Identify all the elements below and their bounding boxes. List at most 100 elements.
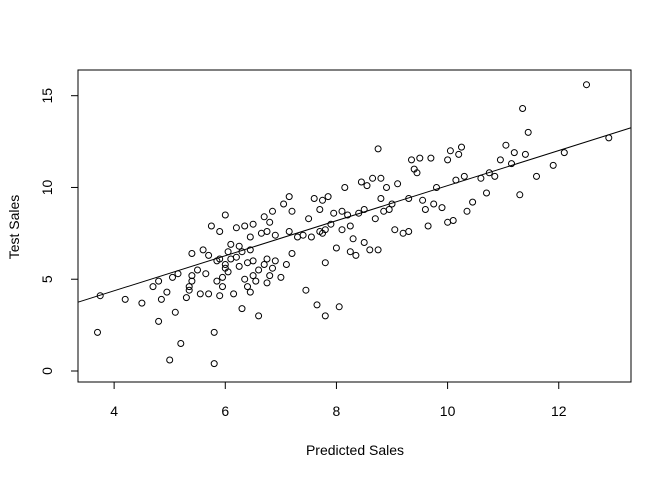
- x-tick-label: 12: [551, 403, 567, 419]
- data-point: [241, 275, 249, 283]
- data-point: [433, 184, 440, 191]
- y-axis-label: Test Sales: [6, 195, 22, 260]
- data-point: [244, 283, 251, 291]
- data-point: [246, 288, 254, 296]
- data-point: [366, 246, 374, 254]
- data-point: [252, 277, 260, 285]
- data-point: [255, 312, 263, 320]
- data-point: [246, 233, 254, 241]
- data-point: [421, 206, 429, 213]
- data-point: [149, 283, 157, 291]
- data-point: [213, 277, 221, 285]
- data-point: [460, 172, 468, 180]
- data-point: [321, 312, 329, 320]
- data-point: [583, 81, 590, 89]
- data-point: [188, 272, 196, 280]
- data-point: [157, 295, 165, 303]
- data-point: [399, 229, 407, 237]
- data-point: [338, 226, 346, 234]
- data-point: [305, 215, 313, 223]
- data-point: [458, 143, 465, 151]
- data-point: [391, 226, 399, 234]
- data-point: [549, 161, 557, 169]
- data-point: [246, 246, 254, 254]
- data-point: [449, 217, 457, 224]
- data-point: [335, 303, 343, 311]
- data-point: [235, 262, 243, 270]
- data-point: [508, 160, 515, 168]
- data-point: [330, 209, 338, 217]
- data-point: [502, 141, 510, 149]
- data-point: [446, 147, 454, 155]
- data-point: [344, 211, 352, 219]
- data-point: [177, 340, 185, 347]
- y-axis: 0 5 10 15: [39, 88, 79, 375]
- data-point: [491, 172, 499, 180]
- data-point: [377, 195, 385, 202]
- data-point: [232, 253, 240, 261]
- data-point: [241, 222, 249, 230]
- data-point: [227, 240, 235, 248]
- data-point: [521, 150, 529, 158]
- data-point: [383, 184, 390, 191]
- data-point: [219, 273, 226, 281]
- data-point: [260, 213, 268, 221]
- x-axis: 4 6 8 10 12: [110, 381, 567, 419]
- data-point: [249, 257, 257, 265]
- data-point: [238, 305, 246, 313]
- data-point: [307, 233, 315, 241]
- data-point: [216, 292, 224, 300]
- data-point: [210, 328, 218, 336]
- data-point: [202, 270, 210, 278]
- data-point: [257, 229, 265, 237]
- data-point: [332, 244, 340, 252]
- data-point: [232, 224, 240, 232]
- data-point: [313, 301, 321, 309]
- data-point: [244, 259, 251, 267]
- data-point: [324, 193, 332, 201]
- data-point: [94, 328, 101, 336]
- data-point: [288, 250, 296, 257]
- data-point: [285, 228, 293, 235]
- data-point: [294, 233, 301, 241]
- data-point: [533, 172, 540, 180]
- y-tick-label: 0: [39, 367, 55, 375]
- data-point: [369, 174, 377, 182]
- data-point: [321, 259, 329, 267]
- data-point: [185, 286, 193, 294]
- data-point: [444, 218, 452, 226]
- data-point: [271, 231, 279, 239]
- data-point: [196, 290, 204, 298]
- data-point: [424, 222, 432, 230]
- x-tick-label: 6: [221, 403, 229, 419]
- data-point: [346, 248, 354, 256]
- data-point: [205, 290, 213, 298]
- data-point: [408, 156, 415, 164]
- data-point: [444, 156, 452, 164]
- data-point: [280, 200, 288, 208]
- data-point: [360, 206, 368, 213]
- data-point: [235, 242, 243, 250]
- y-tick-label: 15: [39, 88, 55, 104]
- data-point: [319, 196, 326, 204]
- data-point: [188, 250, 196, 257]
- x-tick-label: 10: [440, 403, 456, 419]
- data-point: [394, 180, 402, 188]
- data-point: [427, 154, 435, 162]
- data-point: [249, 272, 257, 280]
- data-point: [419, 196, 427, 204]
- data-point: [269, 264, 276, 272]
- data-point: [363, 182, 371, 190]
- data-point: [277, 273, 285, 281]
- data-point: [338, 207, 346, 215]
- x-axis-label: Predicted Sales: [306, 442, 404, 458]
- data-point: [385, 206, 393, 213]
- data-point: [416, 154, 424, 162]
- data-point: [219, 283, 226, 291]
- data-point: [455, 150, 463, 158]
- data-point: [266, 272, 274, 280]
- data-point: [519, 105, 527, 112]
- data-point: [516, 191, 524, 199]
- data-point: [310, 195, 318, 202]
- data-points: [94, 81, 613, 368]
